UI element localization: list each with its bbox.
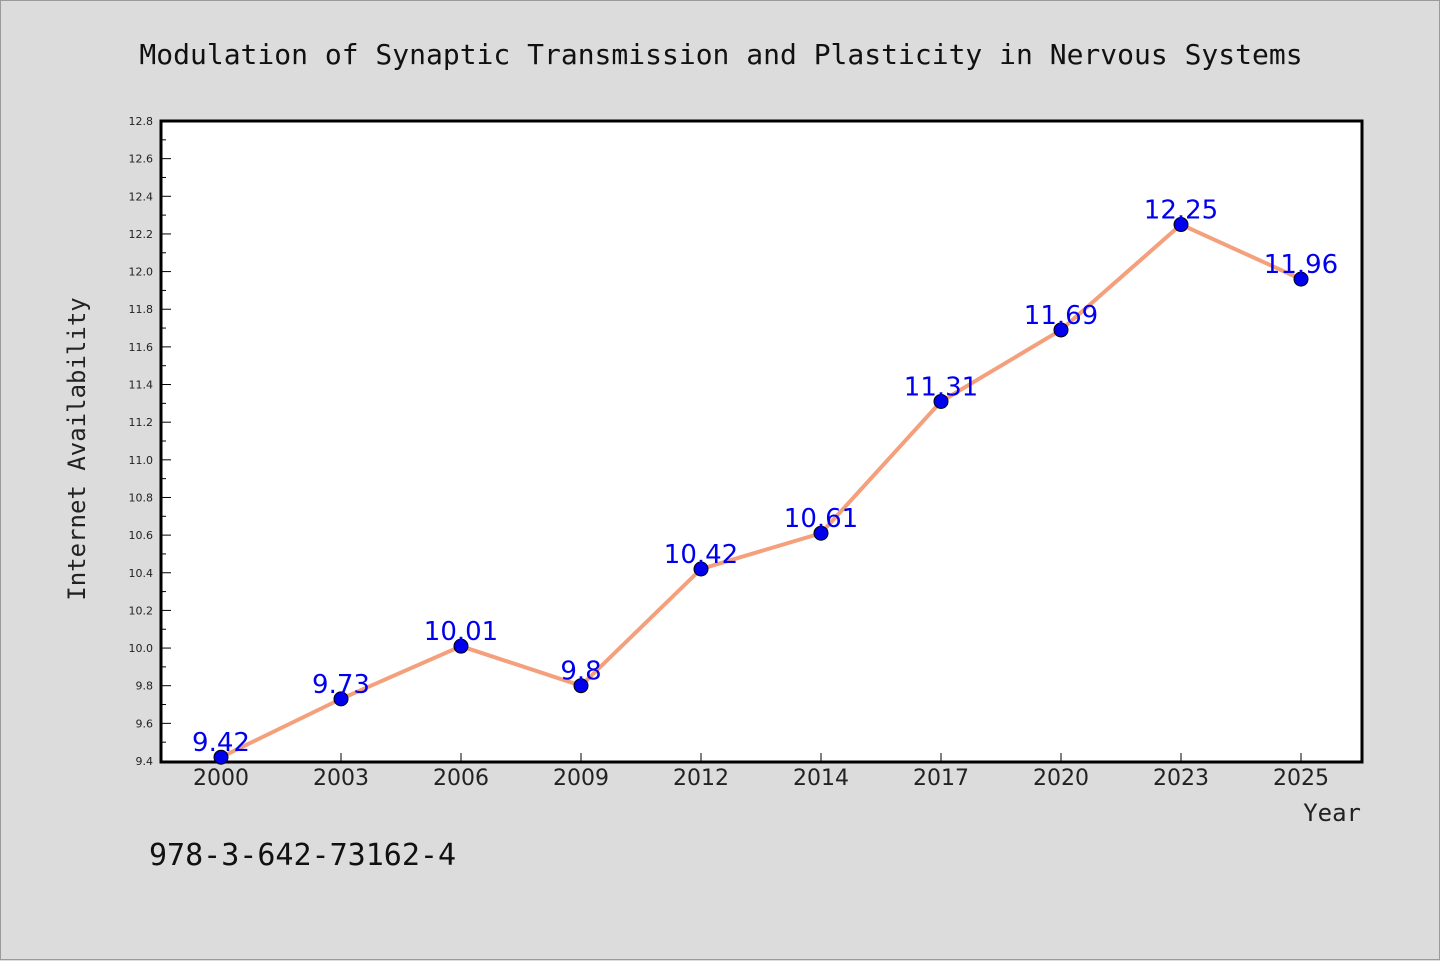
y-tick-label: 10.6 [129,529,154,542]
x-axis-label: Year [1303,799,1361,827]
x-tick-label: 2006 [433,766,489,791]
y-tick-label: 10.2 [129,604,154,617]
y-tick-label: 11.2 [129,416,154,429]
series-group [213,217,1309,765]
y-tick-label: 11.0 [129,454,154,467]
y-tick-label: 12.8 [129,115,154,128]
data-label: 11.31 [904,372,978,402]
x-tick-label: 2017 [913,766,969,791]
x-tick-label: 2020 [1033,766,1089,791]
data-point [693,561,709,577]
data-point [933,393,949,409]
y-tick-label: 10.8 [129,491,154,504]
y-axis: 9.4 9.6 9.8 10.0 10.2 10.4 10.6 10.8 11.0 11.2 11.… [129,115,171,768]
data-point [333,691,349,707]
y-tick-label: 10.0 [129,642,154,655]
x-tick-label: 2009 [553,766,609,791]
series-line [220,222,1302,760]
data-point [453,638,469,654]
data-label: 11.96 [1264,250,1338,280]
data-labels: 9.42 9.73 10.01 9.8 10.42 10.61 11.31 11.69 12.2… [192,196,1338,759]
data-label: 10.61 [784,504,858,534]
y-tick-label: 12.6 [129,153,154,166]
x-tick-label: 2014 [793,766,849,791]
data-point [1173,217,1189,233]
data-point [1293,271,1309,287]
y-tick-label: 12.2 [129,228,154,241]
x-tick-label: 2023 [1153,766,1209,791]
data-label: 9.73 [312,670,370,700]
y-tick-label: 9.4 [136,755,154,768]
plot-area [159,119,1364,764]
y-tick-label: 11.6 [129,341,154,354]
y-tick-label: 12.4 [129,190,154,203]
footnote-isbn: 978-3-642-73162-4 [149,838,456,873]
data-label: 9.8 [560,657,601,687]
y-tick-label: 10.4 [129,567,154,580]
data-label: 9.42 [192,728,250,758]
y-tick-label: 9.6 [136,717,154,730]
data-point [213,749,229,765]
x-tick-label: 2000 [193,766,249,791]
x-tick-label: 2012 [673,766,729,791]
x-tick-label: 2025 [1273,766,1329,791]
data-label: 12.25 [1144,196,1218,226]
chart-title: Modulation of Synaptic Transmission and … [139,38,1302,71]
data-label: 10.42 [664,540,738,570]
y-axis-label: Internet Availability [63,297,91,600]
y-tick-label: 9.8 [136,680,154,693]
x-tick-label: 2003 [313,766,369,791]
data-label: 10.01 [424,617,498,647]
x-axis: 2000 2003 2006 2009 2012 2014 2017 2020 2023 2025 [193,753,1329,791]
data-label: 11.69 [1024,301,1098,331]
y-tick-label: 11.8 [129,303,154,316]
data-point [813,525,829,541]
data-point [1053,322,1069,338]
data-point [573,678,589,694]
y-tick-label: 11.4 [129,379,154,392]
y-tick-label: 12.0 [129,266,154,279]
